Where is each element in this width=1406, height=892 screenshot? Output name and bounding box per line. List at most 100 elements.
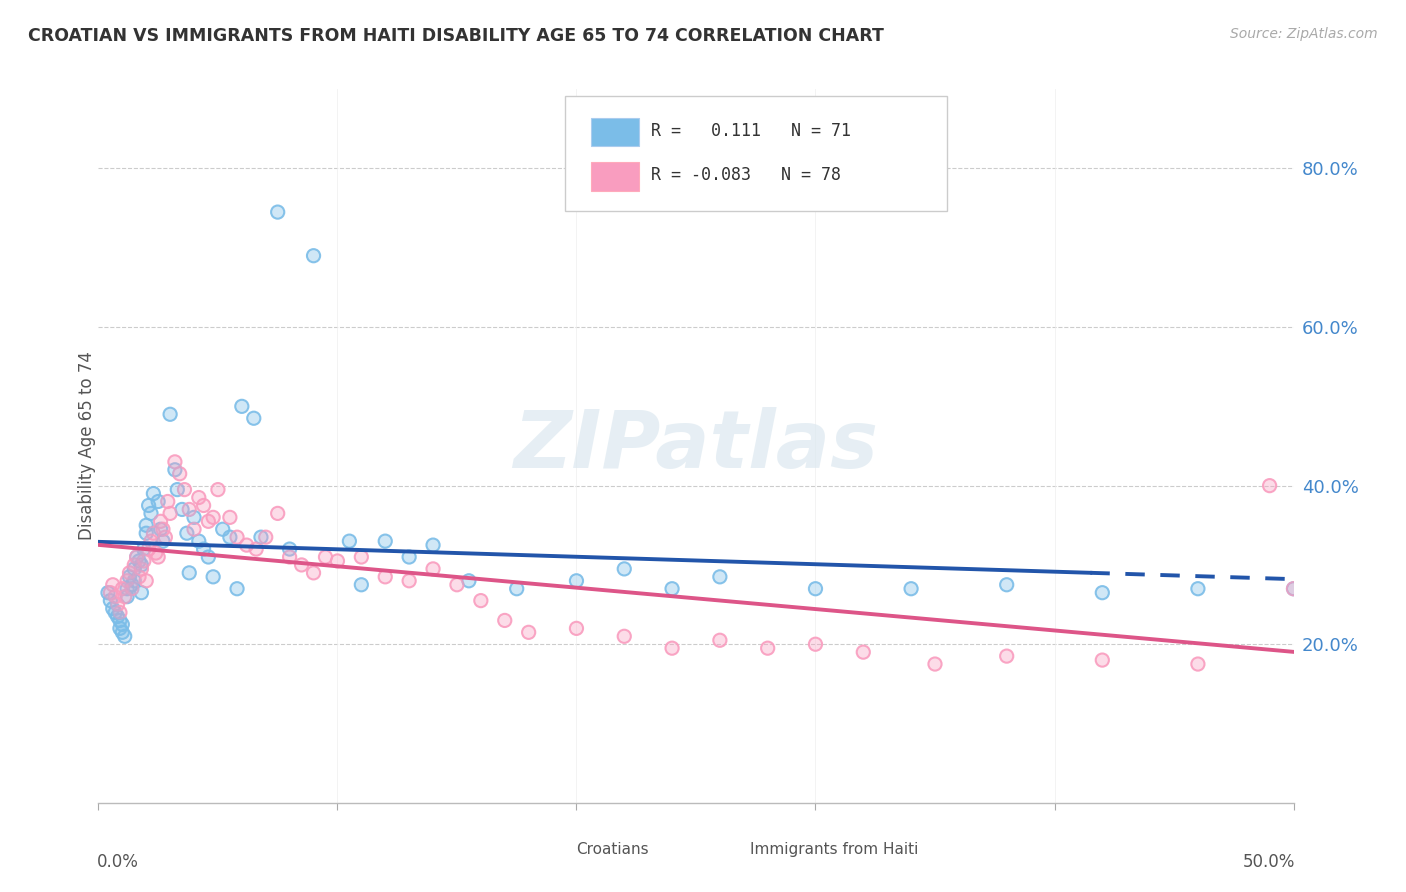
Point — [159, 407, 181, 421]
Point — [458, 574, 481, 588]
Point — [852, 645, 875, 659]
Point — [613, 562, 636, 576]
Point — [202, 510, 225, 524]
Point — [661, 641, 683, 656]
Point — [350, 578, 373, 592]
Point — [422, 562, 444, 576]
Point — [169, 467, 191, 481]
Point — [422, 538, 444, 552]
Point — [125, 549, 148, 564]
Point — [187, 491, 209, 505]
Point — [709, 570, 731, 584]
Point — [565, 574, 588, 588]
Point — [470, 593, 492, 607]
Point — [152, 534, 174, 549]
Point — [104, 590, 127, 604]
Point — [1258, 478, 1281, 492]
Point — [166, 483, 188, 497]
Point — [124, 574, 146, 588]
Point — [207, 483, 229, 497]
Point — [131, 562, 153, 576]
Point — [111, 617, 134, 632]
Point — [278, 549, 301, 564]
Point — [107, 598, 129, 612]
Point — [108, 614, 131, 628]
Point — [1187, 657, 1209, 671]
Point — [139, 507, 162, 521]
Point — [709, 570, 731, 584]
Point — [183, 510, 205, 524]
Point — [125, 549, 148, 564]
Point — [101, 601, 124, 615]
Text: Source: ZipAtlas.com: Source: ZipAtlas.com — [1230, 27, 1378, 41]
Point — [156, 494, 179, 508]
Point — [132, 554, 155, 568]
Point — [124, 562, 146, 576]
Point — [302, 249, 325, 263]
Point — [245, 542, 267, 557]
Point — [142, 526, 165, 541]
Point — [422, 538, 444, 552]
Text: R = -0.083   N = 78: R = -0.083 N = 78 — [651, 166, 841, 184]
Point — [339, 534, 360, 549]
Point — [1091, 585, 1114, 599]
Point — [183, 522, 205, 536]
Point — [231, 400, 253, 414]
Point — [243, 411, 266, 425]
Point — [709, 633, 731, 648]
Point — [125, 549, 148, 564]
Point — [173, 483, 195, 497]
Point — [226, 530, 249, 544]
Point — [1282, 582, 1305, 596]
Point — [202, 570, 225, 584]
FancyBboxPatch shape — [591, 118, 638, 146]
Point — [254, 530, 277, 544]
Point — [101, 578, 124, 592]
Point — [118, 570, 141, 584]
Point — [1091, 653, 1114, 667]
Point — [187, 534, 209, 549]
Point — [115, 582, 138, 596]
Point — [148, 494, 170, 508]
FancyBboxPatch shape — [696, 840, 733, 858]
Point — [1187, 582, 1209, 596]
Point — [138, 542, 160, 557]
Point — [107, 609, 129, 624]
Point — [278, 542, 301, 557]
Point — [98, 585, 122, 599]
Point — [114, 590, 136, 604]
Point — [804, 582, 827, 596]
Point — [152, 522, 174, 536]
Point — [374, 534, 396, 549]
Point — [97, 585, 120, 599]
Point — [142, 486, 165, 500]
Point — [250, 530, 273, 544]
Point — [139, 534, 162, 549]
Point — [995, 578, 1018, 592]
Point — [128, 570, 150, 584]
Point — [374, 534, 396, 549]
Point — [139, 534, 162, 549]
Point — [98, 585, 122, 599]
Point — [131, 558, 153, 572]
Point — [115, 574, 138, 588]
Point — [132, 542, 155, 557]
Point — [565, 621, 588, 635]
Point — [104, 606, 127, 620]
Point — [114, 590, 136, 604]
Point — [121, 582, 143, 596]
Point — [267, 205, 290, 219]
Point — [1187, 657, 1209, 671]
Point — [398, 574, 420, 588]
Point — [211, 522, 233, 536]
Point — [149, 514, 172, 528]
Point — [176, 526, 198, 541]
Point — [517, 625, 540, 640]
Point — [900, 582, 922, 596]
Point — [183, 522, 205, 536]
Point — [756, 641, 779, 656]
Text: CROATIAN VS IMMIGRANTS FROM HAITI DISABILITY AGE 65 TO 74 CORRELATION CHART: CROATIAN VS IMMIGRANTS FROM HAITI DISABI… — [28, 27, 884, 45]
Point — [226, 582, 249, 596]
Point — [374, 570, 396, 584]
Point — [98, 593, 122, 607]
